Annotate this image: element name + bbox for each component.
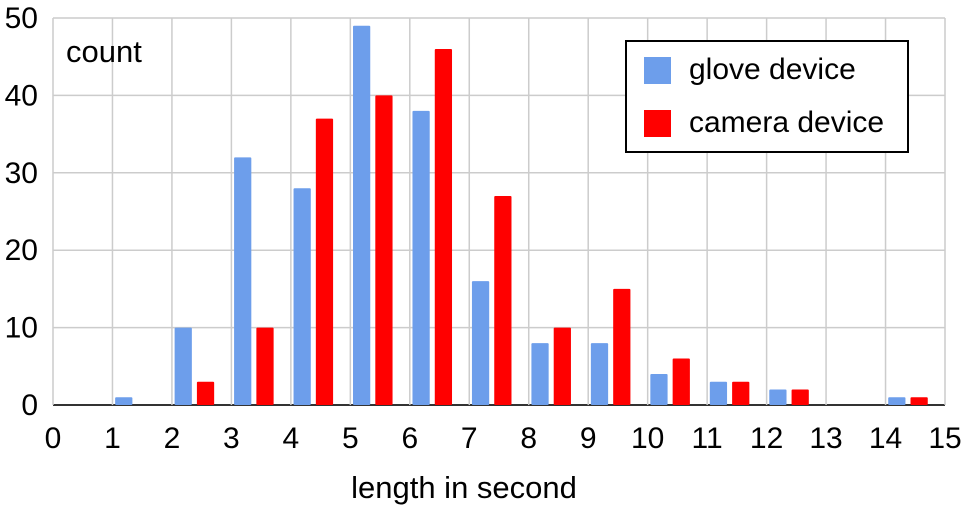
x-tick-label: 5 [342, 422, 359, 455]
bar-glove [412, 110, 430, 405]
y-tick-label: 20 [5, 234, 38, 267]
x-tick-label: 13 [809, 422, 842, 455]
bar-glove [590, 343, 609, 405]
x-axis-ticks: 0 1 2 3 4 5 6 7 8 9 10 11 12 13 14 15 [45, 422, 962, 455]
x-tick-label: 12 [750, 422, 783, 455]
x-tick-label: 7 [461, 422, 478, 455]
bar-camera [553, 327, 571, 405]
bar-camera [375, 95, 393, 406]
x-tick-label: 15 [928, 422, 961, 455]
y-axis-label: count [66, 34, 142, 69]
y-tick-label: 50 [5, 2, 38, 35]
x-tick-label: 9 [580, 422, 597, 455]
bar-glove [650, 374, 668, 405]
bar-glove [293, 188, 311, 405]
bar-glove [888, 397, 906, 405]
legend: glove device camera device [625, 40, 909, 153]
bar-camera [791, 389, 809, 405]
x-tick-label: 3 [223, 422, 240, 455]
grid-lines [52, 17, 946, 406]
x-tick-label: 6 [401, 422, 418, 455]
legend-swatch-glove [644, 57, 671, 84]
bar-camera [196, 381, 215, 405]
y-tick-label: 0 [21, 389, 38, 422]
legend-swatch-camera [644, 110, 671, 137]
x-tick-label: 11 [692, 422, 723, 455]
x-axis-label: length in second [351, 470, 577, 505]
x-tick-label: 14 [869, 422, 902, 455]
bar-camera [256, 327, 274, 405]
bar-camera [315, 118, 334, 406]
bar-glove [531, 343, 549, 405]
x-tick-label: 10 [631, 422, 664, 455]
bar-glove [115, 397, 133, 405]
x-tick-label: 4 [283, 422, 300, 455]
bar-glove [709, 381, 728, 405]
x-tick-label: 1 [104, 422, 121, 455]
bar-camera [732, 381, 750, 405]
bar-glove [234, 157, 252, 405]
bar-camera [494, 196, 512, 405]
legend-label-glove: glove device [689, 53, 856, 86]
bar-camera [672, 358, 690, 405]
bar-glove [174, 327, 192, 405]
x-tick-label: 0 [45, 422, 62, 455]
y-axis-ticks: 0 10 20 30 40 50 [5, 2, 38, 422]
bar-glove [353, 25, 371, 406]
y-tick-label: 10 [5, 312, 38, 345]
y-tick-label: 40 [5, 79, 38, 112]
legend-label-camera: camera device [689, 106, 884, 139]
legend-box [625, 40, 909, 153]
bar-camera [910, 397, 928, 405]
bar-glove [471, 281, 490, 405]
x-tick-label: 8 [520, 422, 537, 455]
bar-camera [434, 48, 453, 406]
x-tick-label: 2 [164, 422, 181, 455]
bars [115, 25, 928, 406]
bar-camera [613, 288, 631, 405]
y-tick-label: 30 [5, 157, 38, 190]
bar-glove [769, 389, 787, 405]
